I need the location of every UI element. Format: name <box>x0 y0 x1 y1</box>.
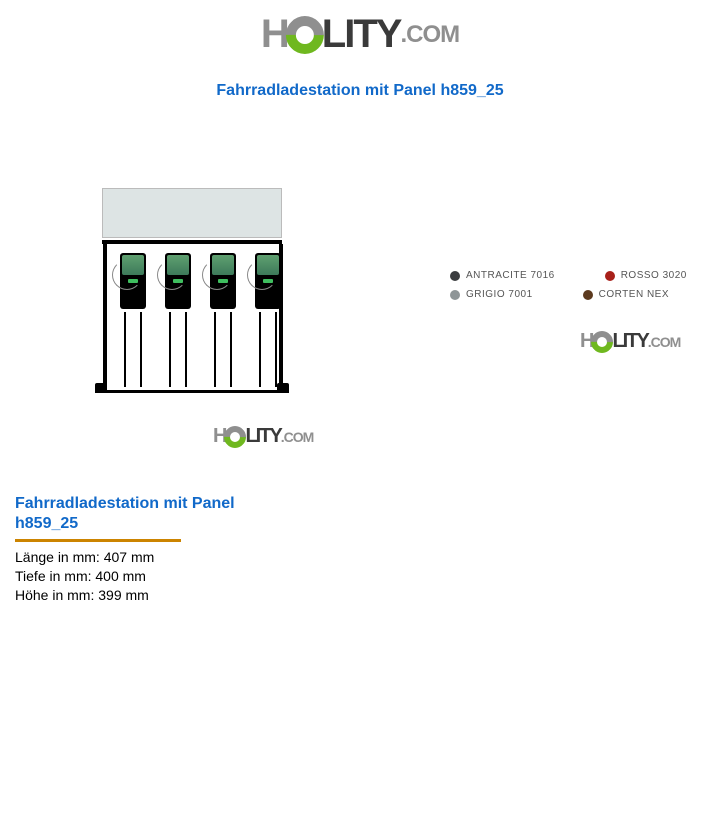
color-label: CORTEN NEX <box>599 289 669 300</box>
color-row: GRIGIO 7001 CORTEN NEX <box>450 289 700 300</box>
logo-text-lity: LITY <box>612 330 647 353</box>
page-title: Fahrradladestation mit Panel h859_25 <box>216 82 503 100</box>
color-row: ANTRACITE 7016 ROSSO 3020 <box>450 270 700 281</box>
charging-cable-icon <box>112 260 142 290</box>
logo-text-com: .COM <box>400 21 459 49</box>
bike-slot-rail <box>124 312 142 387</box>
bike-slot-rail <box>214 312 232 387</box>
logo-text-lity: LITY <box>245 425 280 448</box>
product-spec-title: Fahrradladestation mit Panel h859_25 <box>15 494 235 534</box>
brand-logo-header: H LITY .COM <box>261 12 459 57</box>
color-swatch-icon <box>450 271 460 281</box>
logo-text-lity: LITY <box>322 12 401 57</box>
spec-height: Höhe in mm: 399 mm <box>15 586 154 605</box>
product-specs: Länge in mm: 407 mm Tiefe in mm: 400 mm … <box>15 548 154 605</box>
charging-cable-icon <box>157 260 187 290</box>
bike-slot-rail <box>259 312 277 387</box>
color-label: ANTRACITE 7016 <box>466 270 555 281</box>
station-display-panel <box>102 188 282 238</box>
logo-text-com: .COM <box>648 334 681 350</box>
brand-watermark-product: H LITY .COM <box>213 425 313 448</box>
charging-cable-icon <box>247 260 277 290</box>
color-option: ROSSO 3020 <box>605 270 687 281</box>
spec-title-line: Fahrradladestation mit Panel <box>15 494 235 514</box>
product-illustration <box>20 140 330 450</box>
title-underline <box>15 539 181 542</box>
color-option: CORTEN NEX <box>583 289 669 300</box>
color-option: ANTRACITE 7016 <box>450 270 555 281</box>
bike-slot-rail <box>169 312 187 387</box>
color-options: ANTRACITE 7016 ROSSO 3020 GRIGIO 7001 CO… <box>450 270 700 308</box>
color-label: GRIGIO 7001 <box>466 289 533 300</box>
logo-letter-h: H <box>261 12 288 57</box>
station-post-left <box>103 244 107 390</box>
spec-title-line: h859_25 <box>15 514 235 534</box>
station-top-bar <box>102 240 282 244</box>
color-swatch-icon <box>583 290 593 300</box>
color-option: GRIGIO 7001 <box>450 289 533 300</box>
spec-length: Länge in mm: 407 mm <box>15 548 154 567</box>
station-base-tab-left <box>95 383 107 390</box>
spec-depth: Tiefe in mm: 400 mm <box>15 567 154 586</box>
color-label: ROSSO 3020 <box>621 270 687 281</box>
brand-watermark-right: H LITY .COM <box>580 330 680 353</box>
color-swatch-icon <box>450 290 460 300</box>
station-base-tab-right <box>277 383 289 390</box>
station-base-plate <box>95 390 289 393</box>
logo-text-com: .COM <box>281 429 314 445</box>
charging-cable-icon <box>202 260 232 290</box>
color-swatch-icon <box>605 271 615 281</box>
